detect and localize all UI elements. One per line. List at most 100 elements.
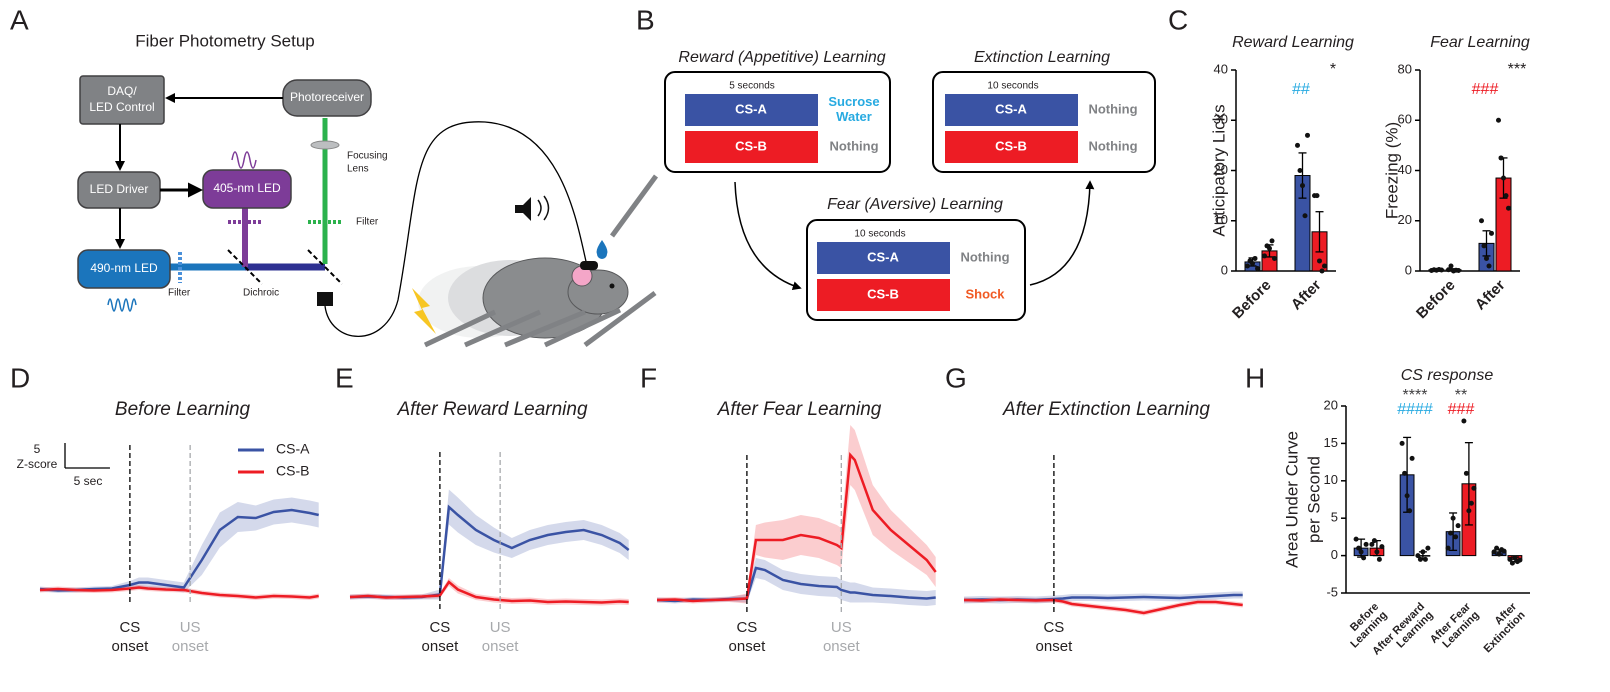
mouse-eye [610, 284, 615, 289]
outcome-label: Nothing [829, 138, 878, 153]
data-point [1374, 549, 1379, 554]
data-point [1423, 557, 1428, 562]
data-point [1270, 238, 1275, 243]
data-point [1469, 501, 1474, 506]
y-tick-label: 20 [1398, 212, 1412, 227]
outcome-label: Shock [965, 286, 1005, 301]
us-onset-label: US [490, 619, 511, 636]
panel-letter: G [945, 362, 967, 393]
data-point [1446, 546, 1451, 551]
data-point [1502, 549, 1507, 554]
data-point [1320, 269, 1325, 274]
error-band [350, 490, 629, 601]
data-point [1425, 546, 1430, 551]
data-point [1501, 176, 1506, 181]
component-label: Filter [168, 288, 191, 299]
cs-onset-label: onset [422, 638, 460, 655]
data-point [1420, 549, 1425, 554]
scale-bar-label: 5 [34, 442, 41, 456]
data-point [1305, 133, 1310, 138]
y-tick-label: 10 [1214, 212, 1228, 227]
y-axis-label: Area Under Curve [1282, 431, 1301, 568]
cs-onset-label: CS [429, 619, 450, 636]
y-tick-label: 10 [1324, 472, 1338, 487]
significance: ### [1472, 81, 1499, 98]
x-tick-label: After [1472, 277, 1509, 314]
data-point [1407, 508, 1412, 513]
data-point [1484, 256, 1489, 261]
sound [538, 196, 549, 220]
chart-title: Fear Learning [1430, 34, 1530, 51]
diagram-title: Fiber Photometry Setup [135, 31, 315, 50]
panel-letter: D [10, 362, 30, 393]
data-point [1449, 263, 1454, 268]
component-label: Lens [347, 164, 369, 175]
y-tick-label: 20 [1324, 397, 1338, 412]
stage-title: Extinction Learning [974, 49, 1110, 66]
significance: * [1330, 61, 1336, 78]
significance: #### [1397, 401, 1433, 418]
cs-label: CS-B [995, 138, 1027, 153]
data-point [1489, 231, 1494, 236]
data-point [1451, 516, 1456, 521]
data-point [1466, 508, 1471, 513]
data-point [1471, 486, 1476, 491]
data-point [1453, 534, 1458, 539]
cs-label: CS-A [867, 249, 899, 264]
data-point [1322, 263, 1327, 268]
data-point [1479, 218, 1484, 223]
wave [108, 299, 136, 311]
outcome-label: Water [836, 109, 872, 124]
y-tick-label: 30 [1214, 112, 1228, 127]
panel-letter: F [640, 362, 657, 393]
y-axis-label: per Second [1304, 456, 1323, 543]
outcome-label: Sucrose [828, 94, 879, 109]
data-point [1448, 531, 1453, 536]
us-onset-label: onset [482, 638, 520, 655]
y-tick-label: 5 [1331, 510, 1338, 525]
data-point [1504, 193, 1509, 198]
component-label: DAQ/ [107, 84, 137, 98]
speaker [515, 197, 531, 221]
panel-letter: A [10, 4, 29, 35]
data-point [1250, 261, 1255, 266]
data-point [1499, 155, 1504, 160]
component-label: LED Control [89, 100, 154, 114]
us-onset-label: onset [823, 638, 861, 655]
cs-label: CS-B [735, 138, 767, 153]
significance: *** [1508, 61, 1527, 78]
fiber-port [317, 292, 333, 306]
chart-title: After Reward Learning [396, 399, 588, 420]
x-tick-label-group: After FearLearning [1428, 600, 1482, 654]
data-point [1379, 544, 1384, 549]
duration-label: 10 seconds [854, 229, 905, 240]
duration-label: 5 seconds [729, 81, 775, 92]
data-point [1354, 537, 1359, 542]
data-point [1456, 268, 1461, 273]
figure: ABCDEFGHFiber Photometry SetupDAQ/LED Co… [0, 0, 1610, 692]
chart-title: Reward Learning [1232, 34, 1354, 51]
data-point [1272, 256, 1277, 261]
data-point [1253, 256, 1258, 261]
data-point [1364, 542, 1369, 547]
legend-label: CS-B [276, 463, 309, 479]
data-point [1359, 549, 1364, 554]
panel-letter: E [335, 362, 354, 393]
data-point [1298, 168, 1303, 173]
data-point [1497, 552, 1502, 557]
y-tick-label: 0 [1221, 262, 1228, 277]
legend-label: CS-A [276, 441, 310, 457]
duration-label: 10 seconds [987, 81, 1038, 92]
chart-title: CS response [1401, 367, 1494, 384]
data-point [1377, 557, 1382, 562]
data-point [1372, 538, 1377, 543]
outcome-label: Nothing [1088, 138, 1137, 153]
x-tick-label-group: AfterExtinction [1473, 600, 1528, 655]
data-point [1402, 471, 1407, 476]
data-point [1315, 193, 1320, 198]
x-tick-label: Before [1229, 277, 1275, 323]
data-point [1456, 523, 1461, 528]
x-tick-label: After [1288, 277, 1325, 314]
cs-onset-label: CS [119, 619, 140, 636]
data-point [1418, 557, 1423, 562]
